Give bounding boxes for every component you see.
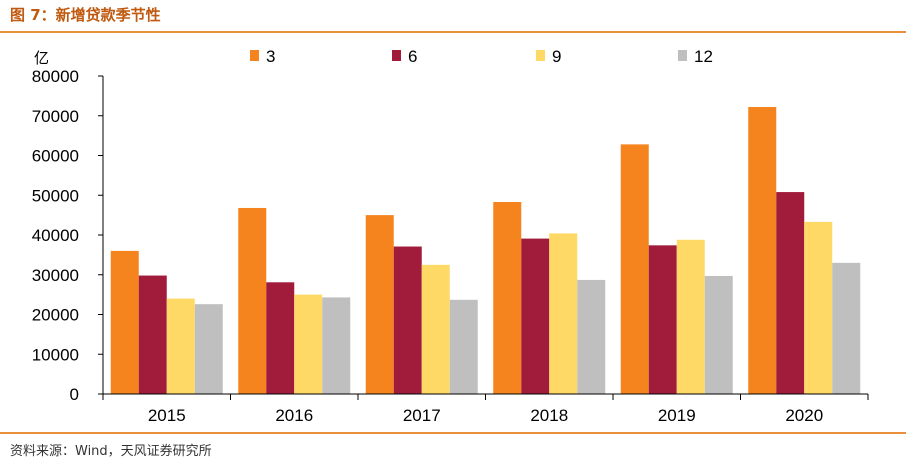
bars-group bbox=[110, 107, 861, 394]
y-tick-label: 10000 bbox=[32, 345, 79, 364]
bar-2020-6 bbox=[776, 192, 805, 394]
source-note: 资料来源：Wind，天风证券研究所 bbox=[10, 444, 212, 459]
bar-2019-9 bbox=[676, 239, 705, 394]
legend: 3 6 9 12 bbox=[250, 47, 713, 66]
bar-2018-9 bbox=[549, 233, 578, 394]
bar-2020-9 bbox=[804, 221, 833, 394]
legend-label-9: 9 bbox=[552, 47, 561, 66]
bar-2019-6 bbox=[648, 245, 677, 394]
x-tick-label: 2018 bbox=[530, 406, 568, 425]
bar-2016-9 bbox=[294, 294, 323, 394]
bar-2015-12 bbox=[194, 304, 223, 394]
bottom-rule bbox=[0, 432, 906, 434]
bar-2018-12 bbox=[577, 279, 606, 394]
y-tick-label: 30000 bbox=[32, 266, 79, 285]
legend-label-3: 3 bbox=[266, 47, 275, 66]
y-tick-label: 20000 bbox=[32, 306, 79, 325]
bar-2015-9 bbox=[166, 298, 195, 394]
x-tick-label: 2019 bbox=[658, 406, 696, 425]
bar-2017-6 bbox=[393, 246, 422, 394]
bar-2015-6 bbox=[138, 275, 167, 394]
legend-swatch-9 bbox=[536, 50, 545, 61]
legend-label-6: 6 bbox=[408, 47, 417, 66]
bar-2016-6 bbox=[266, 282, 295, 394]
x-tick-label: 2015 bbox=[148, 406, 186, 425]
bar-2019-3 bbox=[620, 144, 649, 394]
bar-2019-12 bbox=[704, 275, 733, 394]
bar-2015-3 bbox=[110, 250, 139, 394]
legend-swatch-3 bbox=[250, 50, 259, 61]
y-tick-label: 60000 bbox=[32, 147, 79, 166]
legend-swatch-6 bbox=[392, 50, 401, 61]
bar-2018-3 bbox=[493, 202, 522, 394]
x-tick-label: 2016 bbox=[275, 406, 313, 425]
y-tick-label: 40000 bbox=[32, 226, 79, 245]
legend-swatch-12 bbox=[678, 50, 687, 61]
y-tick-label: 70000 bbox=[32, 107, 79, 126]
bar-2016-3 bbox=[238, 207, 267, 394]
bar-2017-9 bbox=[421, 264, 450, 394]
figure-title: 图 7：新增贷款季节性 bbox=[10, 6, 161, 24]
bar-2020-3 bbox=[748, 107, 777, 394]
y-tick-label: 50000 bbox=[32, 186, 79, 205]
bar-2017-12 bbox=[449, 299, 478, 394]
x-tick-label: 2020 bbox=[785, 406, 823, 425]
y-tick-label: 0 bbox=[70, 385, 79, 404]
y-axis-unit-label: 亿 bbox=[34, 49, 49, 67]
legend-label-12: 12 bbox=[694, 47, 713, 66]
bar-2016-12 bbox=[322, 297, 351, 394]
bar-2018-6 bbox=[521, 238, 550, 394]
bar-2020-12 bbox=[832, 262, 861, 394]
y-tick-label: 80000 bbox=[32, 67, 79, 86]
bar-2017-3 bbox=[365, 215, 394, 394]
x-tick-label: 2017 bbox=[403, 406, 441, 425]
top-rule bbox=[0, 31, 906, 33]
axes-group: 0 10000 20000 30000 40000 50000 60000 70000 8000… bbox=[32, 67, 869, 425]
